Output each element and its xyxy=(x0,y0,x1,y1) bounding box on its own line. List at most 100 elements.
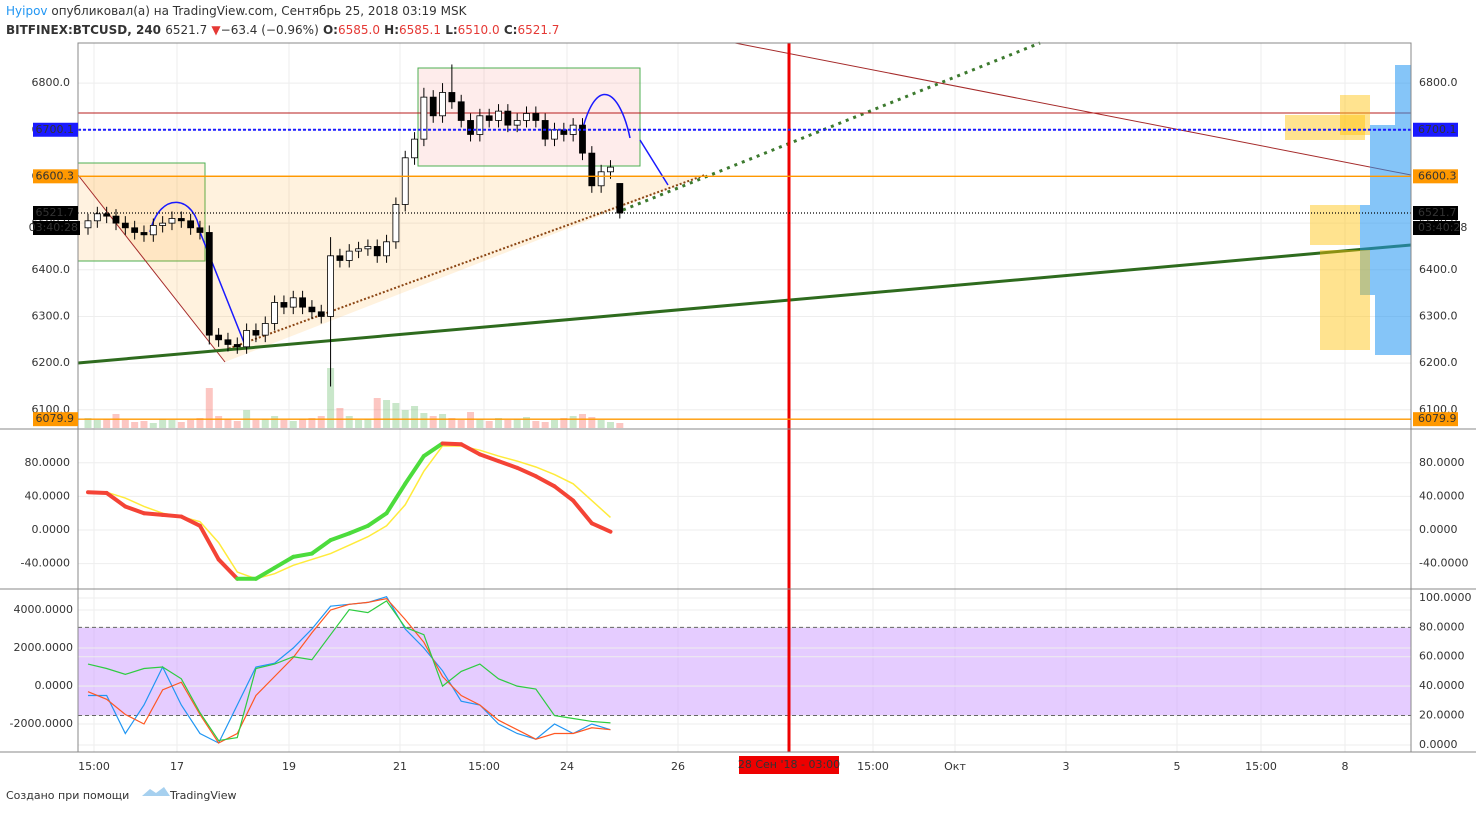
volume-bar xyxy=(578,414,586,428)
main-line-segment xyxy=(86,490,109,496)
candle-body xyxy=(373,246,381,257)
ohlc-value: 6585.0 xyxy=(338,23,380,37)
volume-bar xyxy=(131,422,139,428)
volume-bar xyxy=(448,418,456,428)
main-line-segment xyxy=(459,442,482,457)
box xyxy=(77,162,206,262)
author[interactable]: Hyipov xyxy=(6,4,48,18)
candle-body xyxy=(317,311,325,317)
volume-bar xyxy=(485,421,493,428)
time-label: 15:00 xyxy=(1245,760,1277,773)
candle-body xyxy=(607,166,614,173)
volume-bar xyxy=(551,420,558,428)
volume-bar xyxy=(597,420,605,428)
ohlc-key: C: xyxy=(504,23,518,37)
stoch-line xyxy=(87,600,611,742)
footer-text: Создано при помощи xyxy=(6,789,129,802)
volume-bar xyxy=(233,421,241,428)
y-tick-label: 40.0000 xyxy=(1419,489,1465,502)
projection-line xyxy=(622,41,1041,212)
price-tag xyxy=(33,412,78,427)
y-tick-label: 40.0000 xyxy=(1419,679,1465,692)
volume-bar xyxy=(606,422,614,428)
main-line-segment xyxy=(272,554,296,570)
price-tag xyxy=(33,122,78,137)
price-tag-label: 6600.3 xyxy=(36,169,75,182)
volume-bar xyxy=(383,400,391,428)
triangle xyxy=(78,175,705,362)
main-line-segment xyxy=(533,474,557,489)
countdown-tag xyxy=(1413,221,1460,236)
candle-body xyxy=(551,129,558,140)
volume-bar xyxy=(159,419,167,428)
time-label: 3 xyxy=(1063,760,1070,773)
labels: 15:00 17 19 21 15:00 24 26 15:00 Окт 3 5 15:00 8 28 С… xyxy=(10,76,1472,774)
symbol: BITFINEX:BTCUSD, 240 xyxy=(6,23,161,37)
y-tick-label: 6800.0 xyxy=(32,76,71,89)
main-line-segment xyxy=(421,441,445,459)
candle-body xyxy=(579,124,586,154)
candle-body xyxy=(392,204,400,243)
volume-bar xyxy=(560,418,568,428)
volume-bar xyxy=(252,420,260,428)
ohlc-key: L: xyxy=(445,23,457,37)
candle-body xyxy=(476,115,484,135)
main-line-segment xyxy=(197,523,221,562)
candle-body xyxy=(187,220,195,229)
candle-body xyxy=(84,220,92,229)
y-tick-label: 2000.0000 xyxy=(14,641,74,654)
volume-bar xyxy=(336,408,344,428)
volume-bar xyxy=(215,416,223,428)
price-tag xyxy=(1413,169,1458,184)
volume-bar xyxy=(373,398,381,428)
volume-bar xyxy=(392,403,400,428)
trend-line xyxy=(77,174,226,363)
volume-bar xyxy=(149,423,157,428)
candle-body xyxy=(308,306,316,313)
candle-body xyxy=(233,344,241,348)
time-marker: 28 Сен '18 - 03:00 xyxy=(738,758,840,771)
y-tick-label: 6300.0 xyxy=(32,309,71,322)
candle-body xyxy=(252,330,260,336)
main-line-segment xyxy=(347,523,370,536)
main-line-segment xyxy=(365,511,389,528)
trend-line xyxy=(734,42,1412,176)
volume-bar xyxy=(429,416,437,428)
volume-bar xyxy=(616,423,624,428)
y-tick-label: -40.0000 xyxy=(1419,557,1468,570)
candle-body xyxy=(364,246,372,250)
countdown-tag xyxy=(33,221,80,236)
y-tick-label: 40.0000 xyxy=(25,489,71,502)
volume-bar xyxy=(289,421,297,428)
candle-body xyxy=(616,183,624,214)
header-line: Hyipov опубликовал(а) на TradingView.com… xyxy=(6,4,468,18)
price-tag-label: 6521.7 xyxy=(36,206,75,219)
candle-body xyxy=(112,215,120,224)
candle-body xyxy=(131,227,139,233)
volume-bar xyxy=(308,418,316,428)
main-line-segment xyxy=(291,551,314,559)
volume-bar xyxy=(345,416,353,428)
candle-body xyxy=(495,110,502,121)
y-tick-label: -2000.0000 xyxy=(10,717,73,730)
ohlc-value: 6510.0 xyxy=(458,23,500,37)
volume-bar xyxy=(364,419,372,428)
countdown: 03:40:28 xyxy=(1418,221,1467,234)
candle-body xyxy=(597,171,605,187)
candle-body xyxy=(271,302,279,324)
candle-body xyxy=(504,110,512,126)
candle-body xyxy=(243,330,251,348)
volume-bar xyxy=(588,417,596,428)
volume-bar xyxy=(523,417,531,428)
candle-body xyxy=(420,96,428,140)
brand-link[interactable]: TradingView xyxy=(169,789,236,802)
candle-body xyxy=(457,101,465,121)
time-label: Окт xyxy=(944,760,966,773)
main-line-segment xyxy=(515,465,538,479)
time-label: 26 xyxy=(671,760,685,773)
volume-bar xyxy=(467,412,475,428)
candle-body xyxy=(336,255,344,261)
volume-bar xyxy=(299,419,307,428)
y-tick-label: 4000.0000 xyxy=(14,603,74,616)
